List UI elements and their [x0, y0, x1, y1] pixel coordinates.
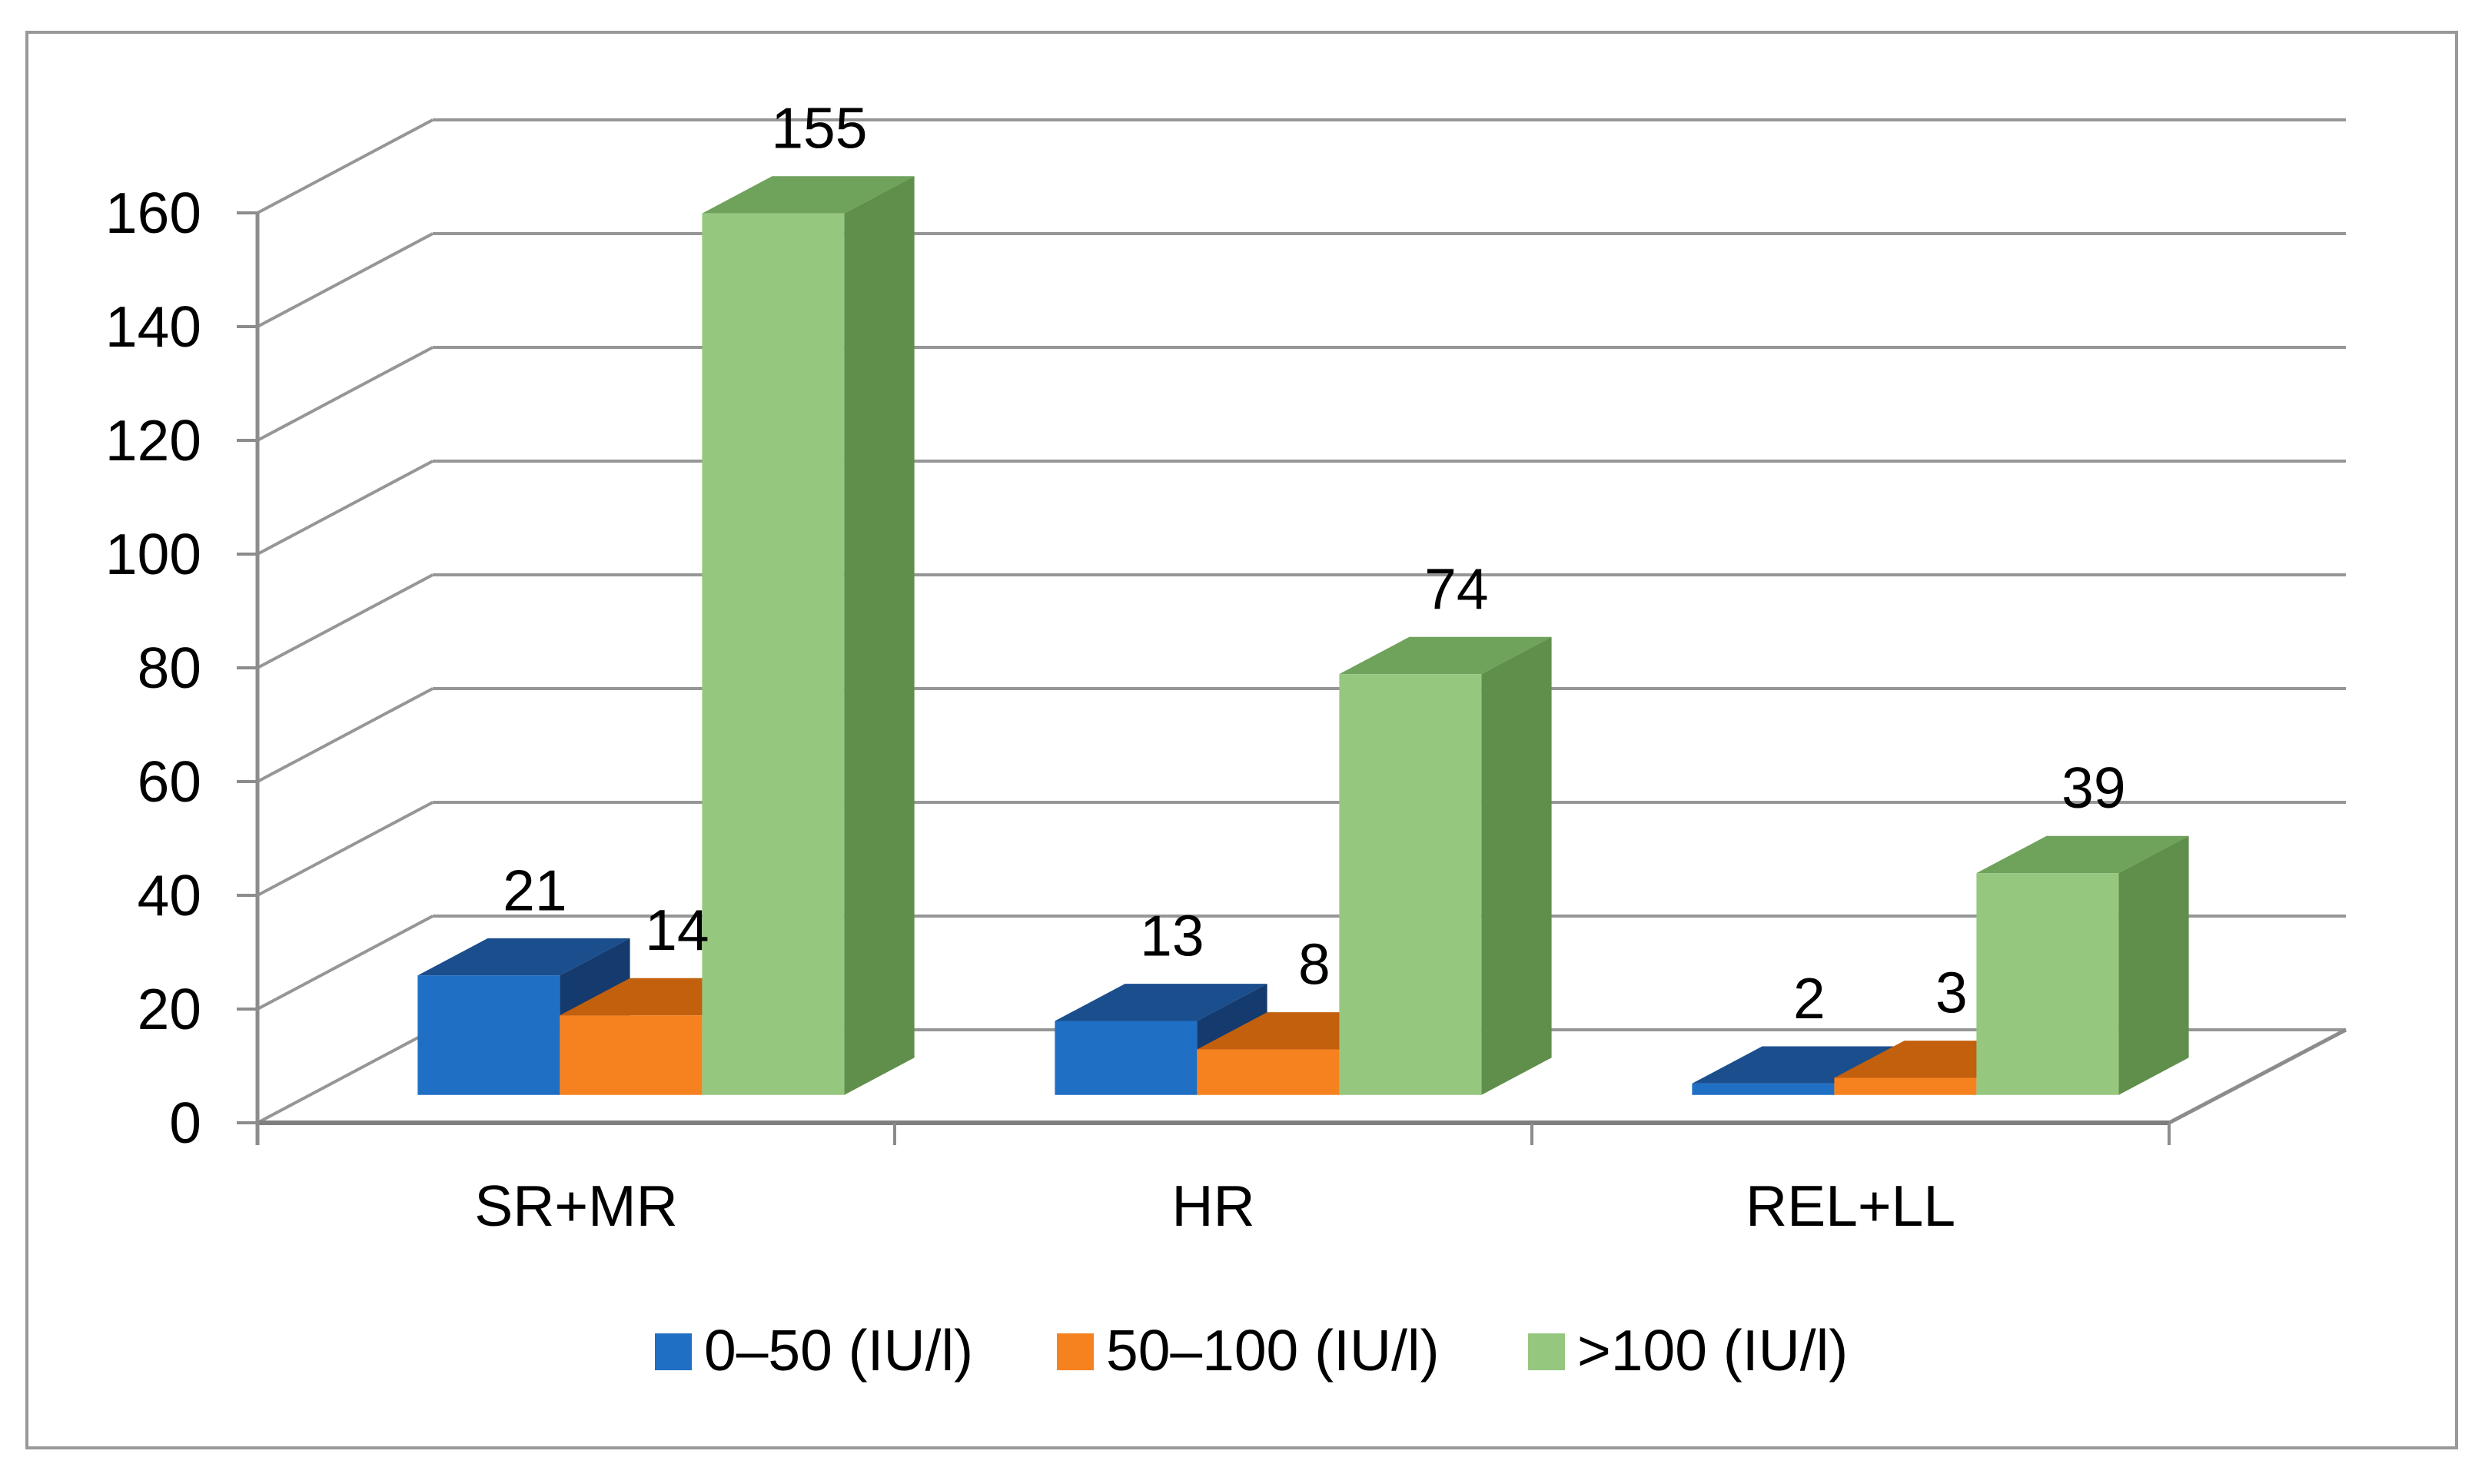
bar-top-face	[1055, 984, 1267, 1021]
data-label: 155	[771, 96, 867, 161]
gridline-diagonal	[257, 118, 434, 214]
category-label: SR+MR	[474, 1174, 678, 1238]
bar-top-face	[1339, 636, 1552, 675]
gridline-diagonal	[257, 573, 434, 669]
data-label: 8	[1298, 932, 1331, 997]
bar-front-face	[417, 975, 560, 1095]
data-label: 14	[645, 898, 709, 962]
legend-swatch	[1057, 1333, 1094, 1370]
data-label: 2	[1793, 966, 1826, 1031]
data-label: 39	[2061, 755, 2125, 820]
category-label: HR	[1171, 1174, 1254, 1238]
bar-top-face	[702, 176, 915, 214]
bar-front-face	[1834, 1077, 1977, 1095]
bar-front-face	[1692, 1083, 1835, 1095]
legend-label: 0–50 (IU/l)	[704, 1318, 973, 1383]
legend-label: >100 (IU/l)	[1577, 1318, 1848, 1383]
bar-front-face	[702, 213, 845, 1095]
bar-top-face	[1976, 835, 2189, 874]
y-tick-label: 80	[138, 636, 201, 700]
bar-side-face	[2118, 835, 2189, 1095]
gridline-diagonal	[257, 232, 434, 328]
bar-front-face	[1197, 1049, 1340, 1095]
figure-border	[25, 31, 2458, 1449]
bar-front-face	[1339, 674, 1482, 1095]
y-tick-label: 0	[169, 1091, 201, 1155]
y-tick-label: 60	[138, 749, 201, 814]
category-label: REL+LL	[1746, 1174, 1955, 1238]
data-label: 13	[1140, 904, 1204, 968]
legend-label: 50–100 (IU/l)	[1106, 1318, 1440, 1383]
legend-swatch	[655, 1333, 692, 1370]
y-tick-label: 140	[105, 294, 201, 359]
bar-front-face	[1976, 873, 2119, 1095]
data-label: 3	[1935, 961, 1968, 1025]
y-tick-label: 160	[105, 181, 201, 245]
data-label: 74	[1424, 556, 1488, 621]
y-tick-label: 20	[138, 977, 201, 1041]
gridline-diagonal	[257, 460, 434, 556]
data-label: 21	[503, 858, 566, 922]
legend-swatch	[1528, 1333, 1565, 1370]
bar-side-face	[844, 176, 915, 1095]
floor-right-edge	[2168, 1028, 2347, 1125]
gridline-diagonal	[257, 1028, 434, 1124]
bar-front-face	[1055, 1021, 1198, 1095]
bar-top-face	[417, 938, 630, 976]
y-tick-label: 120	[105, 408, 201, 473]
gridline-diagonal	[257, 915, 434, 1011]
gridline-diagonal	[257, 687, 434, 783]
gridline-diagonal	[257, 801, 434, 897]
bar-front-face	[560, 1015, 703, 1095]
y-tick-label: 40	[138, 863, 201, 928]
bar-side-face	[1481, 636, 1552, 1095]
y-tick-label: 100	[105, 522, 201, 586]
gridline-diagonal	[257, 346, 434, 442]
